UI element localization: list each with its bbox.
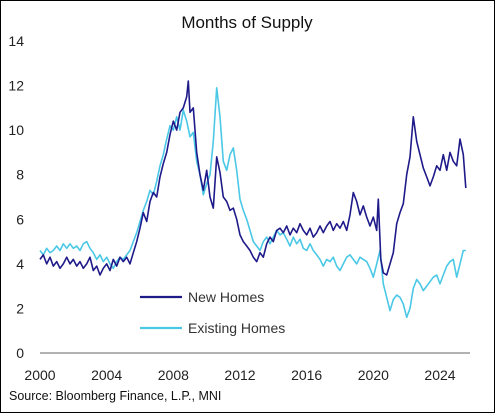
y-tick-label: 10 <box>8 122 24 138</box>
legend-label-existing-homes: Existing Homes <box>188 320 285 336</box>
series-line-existing-homes <box>39 87 466 319</box>
legend-label-new-homes: New Homes <box>188 289 264 305</box>
x-tick-label: 2016 <box>291 367 322 383</box>
x-tick-label: 2020 <box>358 367 389 383</box>
y-tick-label: 0 <box>16 345 24 361</box>
x-tick-label: 2000 <box>24 367 55 383</box>
x-tick-label: 2012 <box>224 367 255 383</box>
y-axis: 0 2 4 6 8 10 12 14 <box>8 33 24 361</box>
x-tick-label: 2004 <box>91 367 122 383</box>
y-tick-label: 8 <box>16 167 24 183</box>
x-tick-label: 2024 <box>424 367 455 383</box>
source-note: Source: Bloomberg Finance, L.P., MNI <box>9 389 221 403</box>
y-tick-label: 4 <box>16 256 24 272</box>
x-tick-label: 2008 <box>158 367 189 383</box>
legend: New Homes Existing Homes <box>140 289 285 336</box>
y-tick-label: 14 <box>8 33 24 49</box>
series-layer <box>39 80 467 319</box>
y-tick-label: 2 <box>16 300 24 316</box>
series-line-new-homes <box>39 80 467 276</box>
x-axis: 2000 2004 2008 2012 2016 2020 2024 <box>24 367 455 383</box>
y-tick-label: 6 <box>16 211 24 227</box>
chart-title: Months of Supply <box>181 13 313 32</box>
y-tick-label: 12 <box>8 78 24 94</box>
